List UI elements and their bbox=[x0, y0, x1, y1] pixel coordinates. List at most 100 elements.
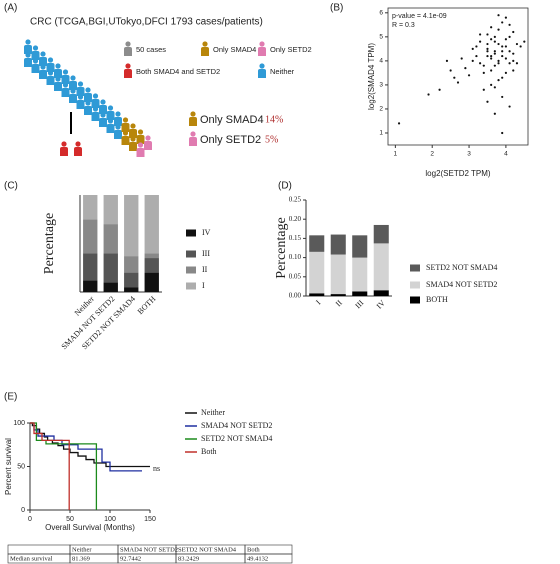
table-text: 83.2429 bbox=[178, 555, 199, 562]
bar-segment bbox=[144, 253, 159, 259]
person-icon bbox=[39, 64, 47, 79]
icon-body bbox=[144, 141, 152, 150]
icon-body bbox=[189, 137, 197, 146]
x-axis-label: log2(SETD2 TPM) bbox=[425, 169, 491, 178]
scatter-point bbox=[438, 88, 441, 91]
x-tick-label: 2 bbox=[430, 151, 434, 158]
y-tick-label: 1 bbox=[379, 130, 383, 137]
table-text: Neither bbox=[72, 546, 92, 553]
y-axis-label: log2(SMAD4 TPM) bbox=[367, 43, 376, 110]
icon-body bbox=[99, 105, 107, 114]
scatter-point bbox=[471, 59, 474, 62]
y-tick-label: 2 bbox=[379, 106, 383, 113]
x-tick-label: I bbox=[314, 298, 322, 306]
icon-body bbox=[91, 99, 100, 108]
icon-head bbox=[77, 81, 84, 87]
bar-segment bbox=[103, 253, 118, 283]
icon-head bbox=[107, 105, 114, 111]
scatter-point bbox=[493, 40, 496, 43]
icon-head bbox=[190, 111, 196, 117]
y-axis-label: Percentage bbox=[42, 213, 57, 274]
icon-head bbox=[92, 93, 99, 99]
scatter-point bbox=[482, 64, 485, 67]
table-text: Both bbox=[247, 546, 260, 553]
y-tick-label: 4 bbox=[379, 58, 383, 65]
bar-segment bbox=[144, 272, 159, 292]
person-icon bbox=[106, 105, 115, 120]
icon-body bbox=[46, 63, 55, 72]
person-icon bbox=[129, 123, 137, 138]
scatter-point bbox=[512, 52, 515, 55]
y-tick-label: 100 bbox=[13, 420, 25, 427]
scatter-point bbox=[486, 47, 489, 50]
person-icon bbox=[99, 112, 107, 127]
bar-segment bbox=[83, 253, 98, 281]
scatter-point bbox=[501, 131, 504, 135]
scatter-point bbox=[512, 59, 515, 62]
y-tick-label: 5 bbox=[379, 34, 383, 41]
bar-segment bbox=[83, 219, 98, 254]
survival-curve bbox=[30, 422, 70, 510]
legend-label: Only SMAD4 bbox=[213, 45, 256, 54]
scatter-point bbox=[479, 33, 482, 36]
icon-body bbox=[60, 147, 68, 156]
scatter-point bbox=[449, 69, 452, 72]
panel-label: (C) bbox=[4, 181, 18, 192]
scatter-point bbox=[486, 54, 489, 58]
legend-label: BOTH bbox=[426, 295, 448, 304]
icon-body bbox=[39, 57, 47, 66]
x-tick-label: 3 bbox=[467, 151, 471, 158]
bar-segment bbox=[309, 293, 325, 296]
scatter-point bbox=[508, 50, 511, 53]
icon-head bbox=[62, 82, 69, 88]
legend-label: III bbox=[202, 249, 210, 258]
person-icon bbox=[136, 129, 145, 144]
scatter-point bbox=[497, 42, 500, 46]
person-icon bbox=[24, 39, 32, 54]
person-icon bbox=[46, 57, 55, 72]
scatter-point bbox=[453, 76, 456, 79]
icon-head bbox=[25, 39, 31, 45]
x-tick-label: 0 bbox=[28, 516, 32, 523]
annotation: ns bbox=[153, 464, 160, 473]
icon-body bbox=[99, 118, 107, 127]
person-icon bbox=[84, 100, 92, 115]
share-value: 14% bbox=[265, 114, 283, 125]
icon-body bbox=[74, 147, 82, 156]
scatter-point bbox=[497, 79, 500, 82]
scatter-point bbox=[490, 57, 493, 60]
person-icon bbox=[54, 63, 62, 78]
legend-swatch bbox=[410, 296, 420, 304]
y-tick-label: 50 bbox=[17, 463, 25, 470]
legend-swatch bbox=[186, 250, 196, 258]
legend-label: Neither bbox=[201, 408, 225, 417]
scatter-point bbox=[490, 38, 493, 41]
icon-body bbox=[24, 58, 32, 67]
person-icon bbox=[258, 41, 266, 56]
icon-head bbox=[122, 117, 129, 123]
bar-segment bbox=[330, 294, 346, 296]
person-icon bbox=[31, 58, 40, 73]
icon-head bbox=[125, 63, 131, 69]
bar-segment bbox=[124, 272, 139, 288]
icon-body bbox=[114, 130, 122, 139]
legend-label: Only SETD2 bbox=[270, 45, 312, 54]
bar-segment bbox=[352, 235, 368, 258]
person-icon bbox=[99, 99, 107, 114]
scatter-point bbox=[504, 71, 507, 74]
icon-body bbox=[124, 47, 132, 56]
y-tick-label: 0.05 bbox=[289, 272, 302, 280]
icon-body bbox=[76, 87, 85, 96]
table-text: Median survival bbox=[10, 555, 53, 562]
icon-head bbox=[40, 64, 46, 70]
legend-label: 50 cases bbox=[136, 45, 166, 54]
icon-body bbox=[46, 76, 55, 85]
scatter-point bbox=[512, 30, 515, 34]
y-tick-label: 6 bbox=[379, 10, 383, 17]
person-icon bbox=[24, 52, 32, 67]
scatter-point bbox=[493, 35, 496, 38]
scatter-point bbox=[479, 40, 482, 43]
person-icon bbox=[46, 70, 55, 85]
icon-head bbox=[32, 58, 39, 64]
legend-label: Both bbox=[201, 447, 217, 456]
